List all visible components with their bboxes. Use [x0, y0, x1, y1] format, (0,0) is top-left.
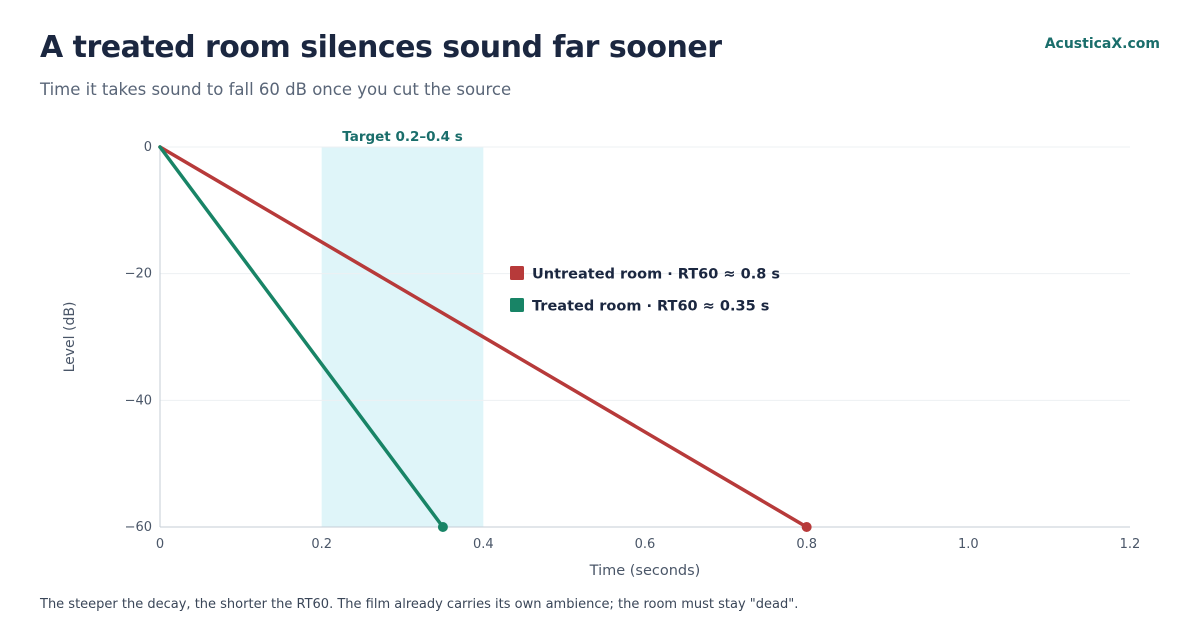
target-band: [321, 147, 484, 527]
target-band-label: Target 0.2–0.4 s: [342, 129, 463, 145]
series-line-untreated: [158, 145, 809, 529]
series-endpoint-untreated: [801, 522, 812, 532]
x-tick-label: 0.4: [473, 537, 494, 552]
y-tick-label: 0: [144, 140, 152, 155]
y-tick-label: −60: [125, 520, 152, 535]
y-tick-label: −40: [125, 393, 152, 408]
y-tick-label: −20: [125, 267, 152, 282]
footnote: The steeper the decay, the shorter the R…: [40, 597, 799, 612]
x-tick-label: 0.8: [796, 537, 817, 552]
x-tick-label: 0.6: [635, 537, 656, 552]
legend-swatch-untreated: [510, 266, 524, 280]
x-tick-label: 0: [156, 537, 164, 552]
legend-swatch-treated: [510, 298, 524, 312]
legend-label-untreated: Untreated room · RT60 ≈ 0.8 s: [532, 267, 780, 283]
x-tick-label: 1.2: [1120, 537, 1141, 552]
y-axis-title: Level (dB): [62, 302, 78, 373]
x-tick-label: 0.2: [311, 537, 332, 552]
chart-title: A treated room silences sound far sooner: [40, 30, 722, 65]
x-tick-label: 1.0: [958, 537, 979, 552]
series-endpoint-treated: [437, 522, 448, 532]
x-axis-title: Time (seconds): [589, 563, 701, 579]
legend-label-treated: Treated room · RT60 ≈ 0.35 s: [532, 299, 769, 315]
brand-link[interactable]: AcusticaX.com: [1044, 36, 1160, 52]
series-line-treated: [158, 145, 445, 529]
chart-subtitle: Time it takes sound to fall 60 dB once y…: [40, 80, 512, 99]
